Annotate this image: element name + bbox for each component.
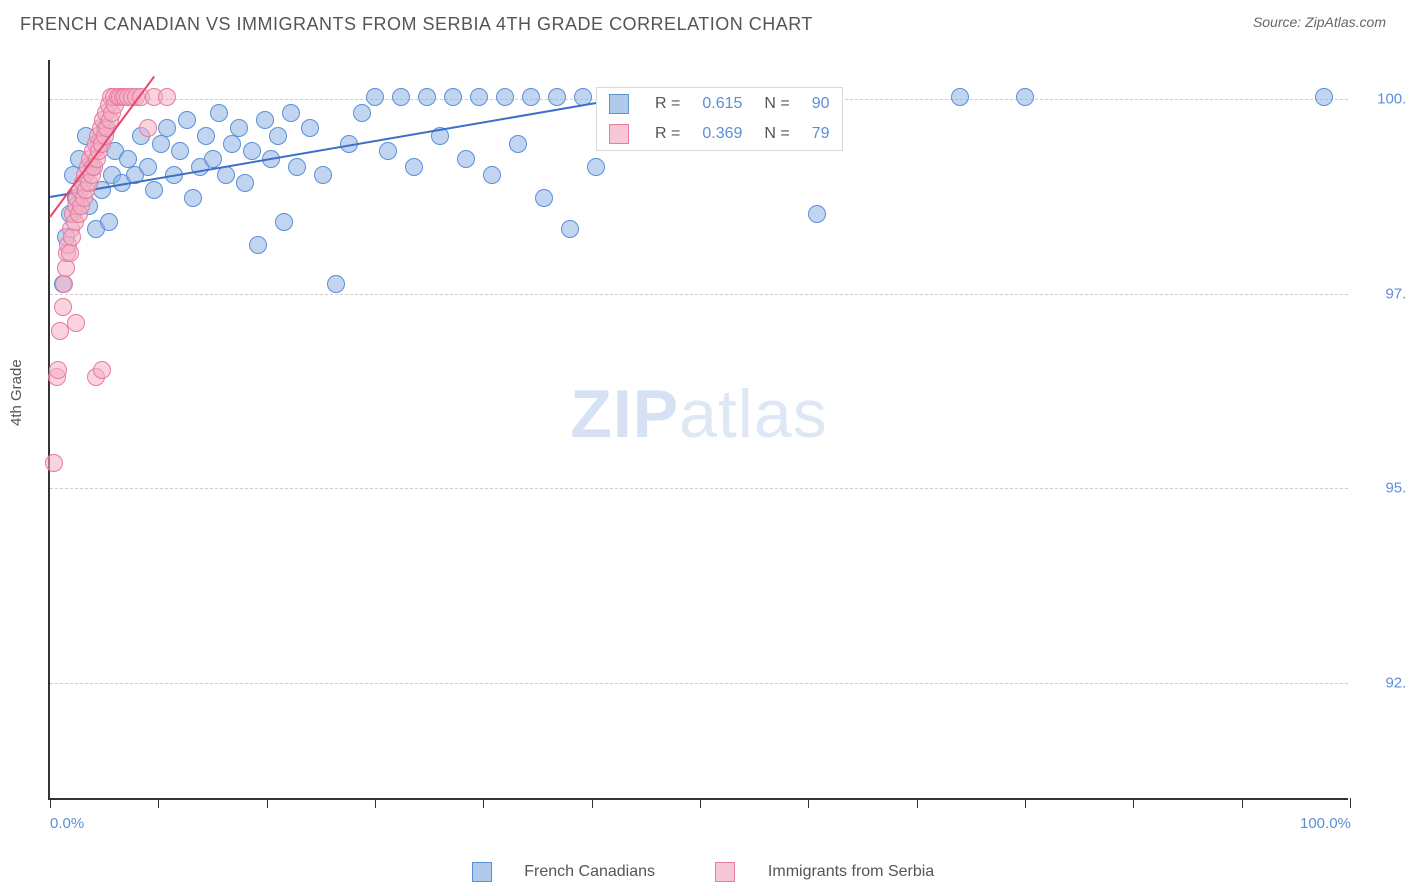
scatter-point-blue <box>152 135 170 153</box>
watermark-light: atlas <box>679 376 828 452</box>
scatter-point-blue <box>171 142 189 160</box>
watermark: ZIPatlas <box>570 375 827 453</box>
legend-label: Immigrants from Serbia <box>768 863 934 880</box>
scatter-point-blue <box>145 181 163 199</box>
y-tick-label: 95.0% <box>1358 480 1406 497</box>
scatter-point-blue <box>808 205 826 223</box>
scatter-point-blue <box>470 88 488 106</box>
legend-swatch-pink <box>715 862 735 882</box>
scatter-point-blue <box>392 88 410 106</box>
scatter-point-blue <box>483 166 501 184</box>
watermark-bold: ZIP <box>570 376 679 452</box>
scatter-point-blue <box>178 111 196 129</box>
plot-area: ZIPatlas 100.0%97.5%95.0%92.5%0.0%100.0%… <box>48 60 1348 800</box>
y-axis-label: 4th Grade <box>8 359 25 426</box>
correlation-row: R =0.369N =79 <box>599 120 840 148</box>
x-tick <box>700 798 701 808</box>
scatter-point-blue <box>561 220 579 238</box>
legend-swatch-blue <box>609 94 629 114</box>
scatter-point-blue <box>522 88 540 106</box>
scatter-point-blue <box>587 158 605 176</box>
scatter-point-blue <box>288 158 306 176</box>
x-tick <box>917 798 918 808</box>
scatter-point-blue <box>496 88 514 106</box>
scatter-point-blue <box>256 111 274 129</box>
scatter-point-pink <box>61 244 79 262</box>
scatter-point-blue <box>282 104 300 122</box>
scatter-point-blue <box>418 88 436 106</box>
scatter-point-blue <box>1016 88 1034 106</box>
chart-container: FRENCH CANADIAN VS IMMIGRANTS FROM SERBI… <box>0 0 1406 892</box>
x-tick <box>158 798 159 808</box>
chart-source: Source: ZipAtlas.com <box>1253 14 1386 30</box>
x-tick <box>375 798 376 808</box>
scatter-point-blue <box>951 88 969 106</box>
x-tick <box>267 798 268 808</box>
scatter-point-blue <box>379 142 397 160</box>
scatter-point-blue <box>184 189 202 207</box>
y-tick-label: 100.0% <box>1358 90 1406 107</box>
legend-item-french: French Canadians <box>458 863 674 880</box>
scatter-point-pink <box>54 298 72 316</box>
x-tick <box>483 798 484 808</box>
scatter-point-blue <box>444 88 462 106</box>
scatter-point-pink <box>63 228 81 246</box>
scatter-point-blue <box>223 135 241 153</box>
x-tick <box>50 798 51 808</box>
correlation-row: R =0.615N =90 <box>599 90 840 118</box>
scatter-point-pink <box>49 361 67 379</box>
scatter-point-blue <box>230 119 248 137</box>
x-tick <box>592 798 593 808</box>
correlation-legend: R =0.615N =90R =0.369N =79 <box>596 87 843 151</box>
x-tick-label: 0.0% <box>50 815 84 832</box>
scatter-point-blue <box>197 127 215 145</box>
scatter-point-pink <box>158 88 176 106</box>
x-tick-label: 100.0% <box>1300 815 1351 832</box>
y-tick-label: 97.5% <box>1358 285 1406 302</box>
scatter-point-blue <box>204 150 222 168</box>
scatter-point-blue <box>158 119 176 137</box>
scatter-point-pink <box>93 361 111 379</box>
scatter-point-blue <box>100 213 118 231</box>
scatter-point-blue <box>535 189 553 207</box>
gridline <box>50 683 1348 684</box>
x-tick <box>1133 798 1134 808</box>
legend-label: French Canadians <box>524 863 655 880</box>
scatter-point-blue <box>269 127 287 145</box>
scatter-point-blue <box>275 213 293 231</box>
scatter-point-blue <box>457 150 475 168</box>
x-tick <box>808 798 809 808</box>
x-tick <box>1242 798 1243 808</box>
scatter-point-pink <box>57 259 75 277</box>
scatter-point-blue <box>327 275 345 293</box>
bottom-legend: French Canadians Immigrants from Serbia <box>0 862 1406 882</box>
scatter-point-blue <box>301 119 319 137</box>
scatter-point-blue <box>139 158 157 176</box>
scatter-point-blue <box>243 142 261 160</box>
scatter-point-blue <box>366 88 384 106</box>
gridline <box>50 488 1348 489</box>
scatter-point-blue <box>210 104 228 122</box>
scatter-point-blue <box>548 88 566 106</box>
legend-swatch-blue <box>472 862 492 882</box>
scatter-point-pink <box>45 454 63 472</box>
scatter-point-blue <box>509 135 527 153</box>
scatter-point-blue <box>405 158 423 176</box>
scatter-point-blue <box>249 236 267 254</box>
scatter-point-blue <box>314 166 332 184</box>
x-tick <box>1025 798 1026 808</box>
scatter-point-blue <box>236 174 254 192</box>
chart-title: FRENCH CANADIAN VS IMMIGRANTS FROM SERBI… <box>20 14 813 35</box>
scatter-point-pink <box>67 314 85 332</box>
x-tick <box>1350 798 1351 808</box>
scatter-point-pink <box>55 275 73 293</box>
gridline <box>50 294 1348 295</box>
legend-swatch-pink <box>609 124 629 144</box>
y-tick-label: 92.5% <box>1358 675 1406 692</box>
legend-item-serbia: Immigrants from Serbia <box>701 863 948 880</box>
scatter-point-blue <box>353 104 371 122</box>
scatter-point-blue <box>1315 88 1333 106</box>
scatter-point-pink <box>139 119 157 137</box>
